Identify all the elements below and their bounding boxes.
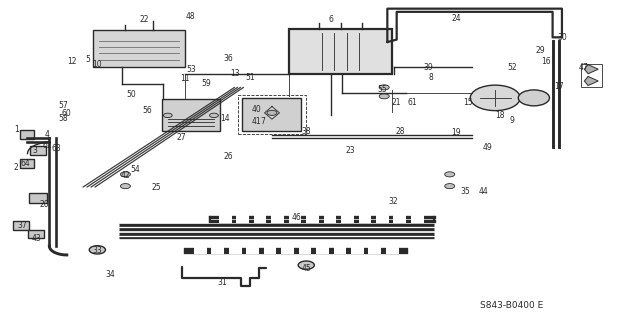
Circle shape <box>379 85 389 90</box>
Polygon shape <box>584 65 598 74</box>
Text: S843-B0400 E: S843-B0400 E <box>479 301 543 310</box>
Text: 8: 8 <box>429 73 433 82</box>
Text: 36: 36 <box>224 53 233 62</box>
Text: 59: 59 <box>202 79 211 88</box>
Circle shape <box>209 113 218 118</box>
Text: 23: 23 <box>345 146 355 155</box>
Text: 58: 58 <box>58 114 68 123</box>
Text: 57: 57 <box>58 101 68 110</box>
Circle shape <box>164 113 172 118</box>
Text: 31: 31 <box>217 278 227 287</box>
Text: 6: 6 <box>329 15 334 24</box>
Text: 32: 32 <box>389 197 398 206</box>
Text: 62: 62 <box>42 141 52 150</box>
Bar <box>242 98 301 131</box>
Text: 63: 63 <box>52 144 62 153</box>
Text: 52: 52 <box>508 63 517 72</box>
Bar <box>28 230 44 238</box>
Text: 41: 41 <box>251 117 261 126</box>
Text: 30: 30 <box>557 33 567 42</box>
Text: 11: 11 <box>180 74 189 83</box>
Text: 64: 64 <box>21 159 31 168</box>
Circle shape <box>379 94 389 99</box>
Text: 61: 61 <box>408 98 417 107</box>
Text: 24: 24 <box>451 14 461 23</box>
Text: 1: 1 <box>14 125 19 134</box>
Text: 48: 48 <box>186 12 196 21</box>
Circle shape <box>445 184 454 189</box>
Bar <box>20 159 34 168</box>
Text: 46: 46 <box>292 213 302 222</box>
Text: 53: 53 <box>186 65 196 74</box>
Text: 2: 2 <box>14 164 19 172</box>
Text: 9: 9 <box>509 116 514 125</box>
Text: 17: 17 <box>554 82 564 91</box>
Bar <box>29 194 47 203</box>
Bar <box>93 30 185 67</box>
Text: 55: 55 <box>378 85 388 94</box>
Text: 16: 16 <box>541 57 551 66</box>
Text: 47: 47 <box>579 63 589 72</box>
Bar <box>238 95 306 134</box>
Text: 21: 21 <box>392 98 401 107</box>
Text: 42: 42 <box>121 172 130 180</box>
Text: 50: 50 <box>127 90 136 99</box>
Text: 39: 39 <box>423 63 432 72</box>
Text: 5: 5 <box>86 55 91 64</box>
Text: 54: 54 <box>130 165 139 174</box>
Bar <box>30 146 46 155</box>
Text: 10: 10 <box>92 60 102 69</box>
Text: 33: 33 <box>92 246 103 255</box>
Text: 3: 3 <box>32 146 38 155</box>
Text: 43: 43 <box>32 234 42 243</box>
Text: 12: 12 <box>68 57 77 66</box>
Bar <box>12 221 29 230</box>
Text: 34: 34 <box>105 270 115 279</box>
Text: 27: 27 <box>177 133 186 142</box>
Polygon shape <box>584 76 598 85</box>
Text: 29: 29 <box>535 45 545 55</box>
Bar <box>289 29 392 74</box>
Text: 35: 35 <box>461 188 470 196</box>
Circle shape <box>267 110 277 116</box>
Text: 19: 19 <box>451 128 461 137</box>
Text: 7: 7 <box>260 117 265 126</box>
Text: 37: 37 <box>18 221 28 230</box>
Text: 38: 38 <box>301 127 311 136</box>
Text: 49: 49 <box>482 143 492 152</box>
Circle shape <box>121 172 131 177</box>
Text: 26: 26 <box>224 152 233 161</box>
Circle shape <box>298 261 314 269</box>
Text: 45: 45 <box>301 264 311 273</box>
Bar <box>20 130 34 139</box>
Text: 18: 18 <box>495 111 504 120</box>
Circle shape <box>445 172 454 177</box>
Bar <box>162 100 220 131</box>
Bar <box>581 64 602 87</box>
Text: 4: 4 <box>45 130 50 139</box>
Text: 20: 20 <box>39 200 49 209</box>
Text: 15: 15 <box>464 98 473 107</box>
Circle shape <box>470 85 520 111</box>
Text: 56: 56 <box>142 106 152 115</box>
Text: 40: 40 <box>251 105 261 114</box>
Text: 22: 22 <box>139 15 149 24</box>
Text: 60: 60 <box>61 109 71 118</box>
Text: 28: 28 <box>395 127 404 136</box>
Text: 25: 25 <box>152 183 161 192</box>
Text: 51: 51 <box>246 73 255 82</box>
Circle shape <box>89 246 106 254</box>
Text: 44: 44 <box>479 188 489 196</box>
Circle shape <box>121 184 131 189</box>
Circle shape <box>518 90 549 106</box>
Text: 13: 13 <box>230 69 239 78</box>
Text: 14: 14 <box>221 114 230 123</box>
